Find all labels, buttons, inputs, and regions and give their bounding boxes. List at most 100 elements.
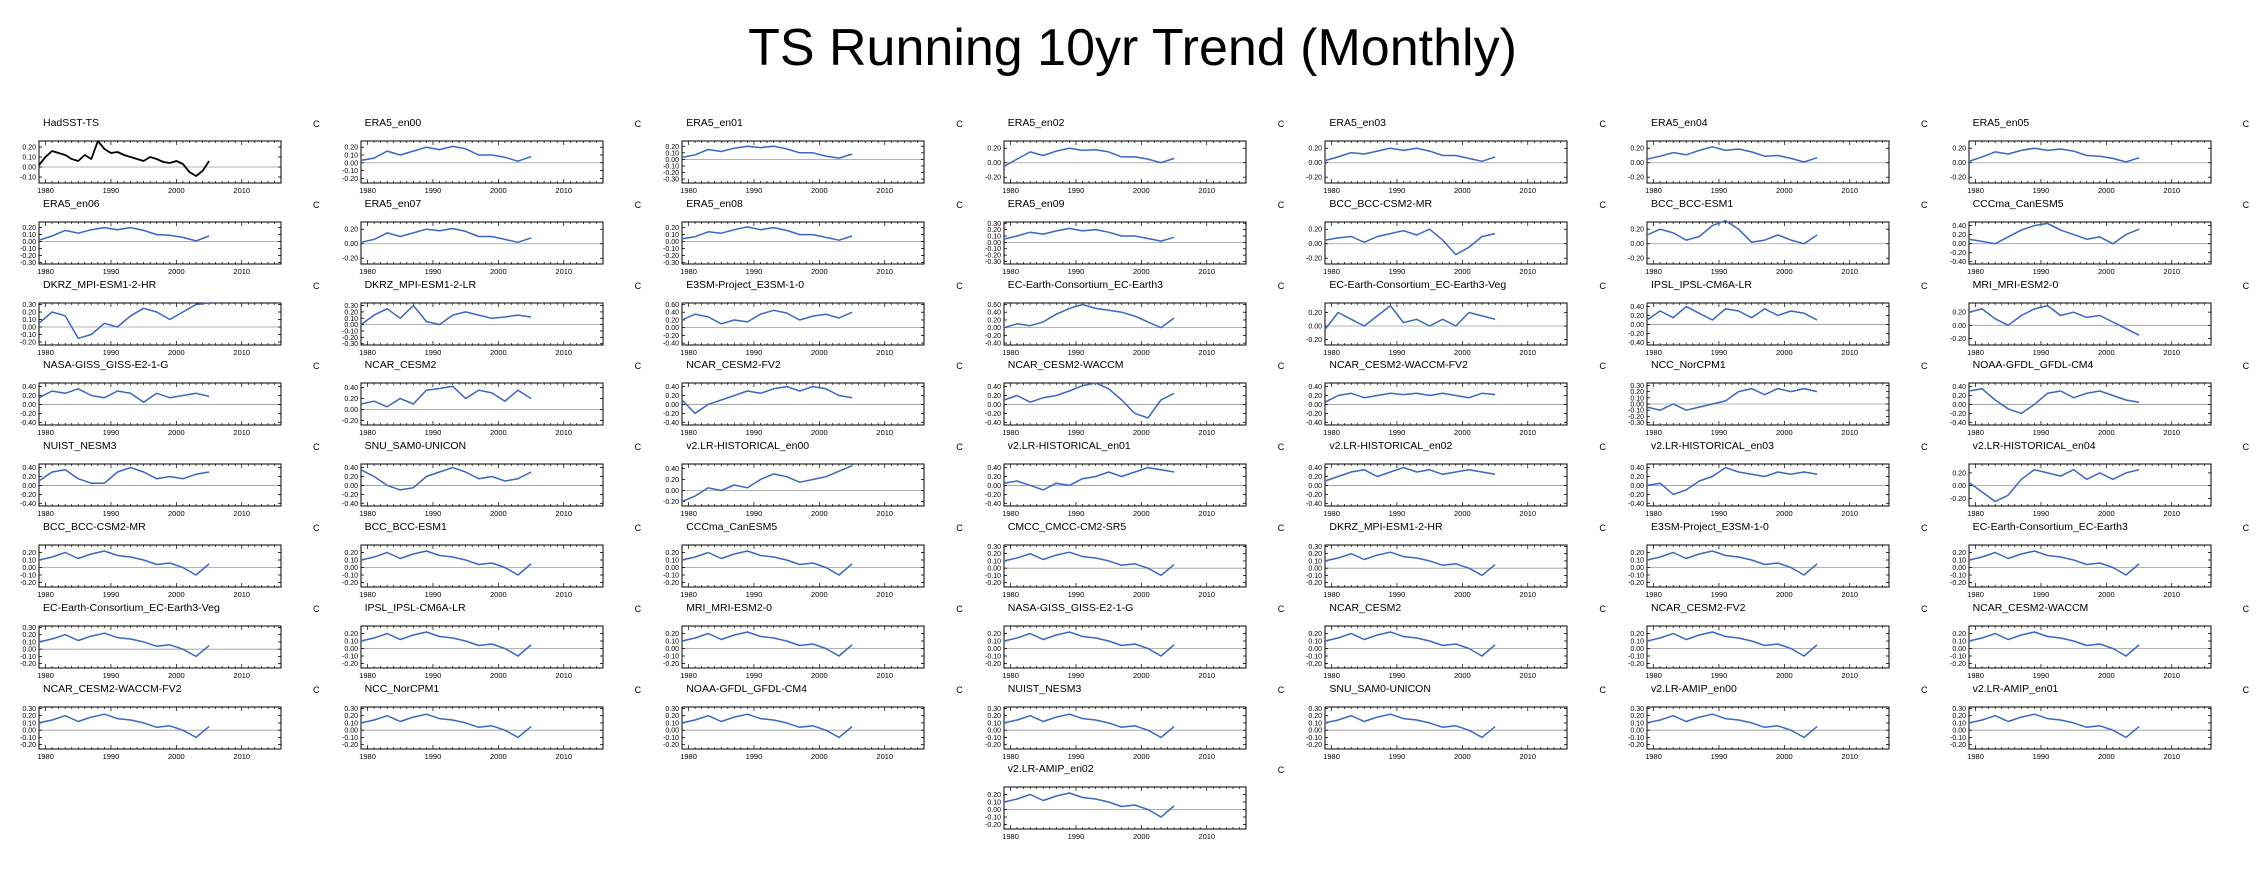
x-tick-label: 2000 <box>168 186 185 195</box>
chart-panel: CCCma_CanESM5 C 0.20 0.10 0.00 -0.10 -0.20 1980… <box>643 521 963 604</box>
y-tick-label: 0.00 <box>1630 483 1644 490</box>
x-tick-label: 1990 <box>1067 671 1084 680</box>
y-tick-label: 0.00 <box>344 646 358 653</box>
y-tick-label: 0.00 <box>1952 565 1966 572</box>
y-tick-label: -0.20 <box>1306 337 1322 344</box>
panel-title: NCAR_CESM2 <box>1329 601 1402 614</box>
y-tick-label: 0.00 <box>344 241 358 248</box>
series-line <box>1646 631 1818 657</box>
series-line <box>1968 550 2140 576</box>
y-tick-label: 0.20 <box>1952 631 1966 638</box>
y-tick-label: -0.10 <box>985 573 1001 580</box>
panel-unit: C <box>634 442 642 453</box>
x-tick-label: 2000 <box>168 509 185 518</box>
y-tick-label: 0.10 <box>1630 558 1644 565</box>
x-tick-label: 1990 <box>746 671 763 680</box>
x-tick-label: 1990 <box>424 428 441 437</box>
panel-title: ERA5_en01 <box>686 117 743 129</box>
y-tick-label: 0.00 <box>987 646 1001 653</box>
x-tick-label: 1980 <box>1324 590 1341 599</box>
plot-frame <box>1646 625 1890 669</box>
series-line <box>360 145 531 162</box>
plot-frame <box>1968 382 2212 426</box>
y-tick-label: -0.10 <box>663 573 679 580</box>
y-tick-label: 0.20 <box>22 550 36 557</box>
panel-title: NCC_NorCPM1 <box>1651 359 1726 372</box>
series-line <box>1968 631 2140 657</box>
y-tick-label: -0.10 <box>663 246 679 253</box>
x-tick-label: 2010 <box>1841 186 1858 195</box>
x-tick-label: 1990 <box>1389 671 1406 680</box>
chart-panel: NCAR_CESM2-WACCM-FV2 C 0.40 0.20 0.00 -0.20 -0… <box>1286 359 1606 442</box>
plot-frame <box>1003 302 1247 346</box>
y-tick-label: 0.20 <box>22 309 36 316</box>
y-tick-label: 0.40 <box>987 309 1001 316</box>
y-tick-label: 0.40 <box>666 466 680 473</box>
y-tick-label: 0.00 <box>344 483 358 490</box>
y-tick-label: 0.40 <box>22 384 36 391</box>
y-tick-label: 0.00 <box>22 239 36 246</box>
y-tick-label: -0.10 <box>342 573 358 580</box>
panel-unit: C <box>956 603 963 614</box>
y-tick-label: 0.20 <box>1309 631 1323 638</box>
series-line <box>1003 467 1175 491</box>
x-tick-label: 2010 <box>233 671 250 680</box>
y-tick-label: 0.00 <box>987 402 1001 409</box>
x-tick-label: 2010 <box>2163 186 2180 195</box>
y-tick-label: 0.10 <box>666 232 680 239</box>
panel-unit: C <box>1599 523 1606 533</box>
plot-frame <box>360 140 604 184</box>
y-tick-label: -0.20 <box>1306 492 1322 499</box>
y-tick-label: -0.40 <box>342 501 358 508</box>
x-tick-label: 2000 <box>1776 590 1793 599</box>
plot-frame <box>1324 221 1568 265</box>
x-tick-label: 1980 <box>1324 428 1341 437</box>
panel-title: NOAA-GFDL_GFDL-CM4 <box>1972 359 2094 372</box>
x-tick-label: 1990 <box>1389 428 1406 437</box>
x-tick-label: 2000 <box>1454 509 1471 518</box>
y-tick-label: 0.40 <box>1952 384 1966 391</box>
x-tick-label: 1980 <box>1002 509 1019 518</box>
plot-frame <box>360 544 604 588</box>
x-tick-label: 2010 <box>877 428 894 437</box>
panel-title: CMCC_CMCC-CM2-SR5 <box>1007 521 1127 533</box>
x-tick-label: 2000 <box>2098 186 2115 195</box>
x-tick-label: 1990 <box>103 267 120 276</box>
x-tick-label: 1980 <box>1967 428 1984 437</box>
x-tick-label: 1980 <box>1324 348 1341 357</box>
y-tick-label: 0.20 <box>344 474 358 481</box>
series-line <box>1646 550 1818 576</box>
y-tick-label: -0.20 <box>1628 661 1644 668</box>
panel-unit: C <box>956 442 963 453</box>
series-line <box>360 467 532 491</box>
chart-panel: DKRZ_MPI-ESM1-2-LR C 0.30 0.20 0.10 0.00 -0.10… <box>322 279 642 362</box>
series-line <box>1968 388 2139 415</box>
x-tick-label: 1980 <box>359 267 376 276</box>
panel-title: NCAR_CESM2-WACCM <box>1007 359 1124 372</box>
y-tick-label: 0.20 <box>22 225 36 232</box>
plot-frame <box>38 625 282 669</box>
y-tick-label: -0.10 <box>1306 573 1322 580</box>
plot-frame <box>38 463 282 507</box>
x-tick-label: 1980 <box>1324 671 1341 680</box>
y-tick-label: 0.00 <box>1630 646 1644 653</box>
x-tick-label: 2010 <box>233 509 250 518</box>
panel-unit: C <box>2242 523 2250 533</box>
x-tick-label: 2000 <box>1454 428 1471 437</box>
panel-unit: C <box>2242 119 2250 129</box>
panel-title: NCAR_CESM2-WACCM-FV2 <box>43 682 182 695</box>
y-tick-label: -0.20 <box>1950 661 1966 668</box>
panel-title: IPSL_IPSL-CM6A-LR <box>364 601 466 614</box>
x-tick-label: 1980 <box>37 186 54 195</box>
x-tick-label: 1990 <box>2032 509 2049 518</box>
y-tick-label: -0.20 <box>1306 661 1322 668</box>
